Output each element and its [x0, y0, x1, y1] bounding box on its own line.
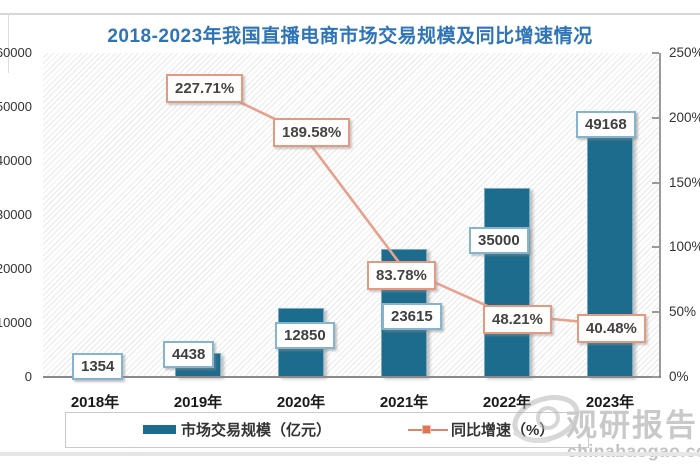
bottom-divider	[0, 452, 700, 456]
y-right-tick-label: 0%	[669, 369, 689, 384]
legend-bar-swatch	[143, 425, 176, 434]
right-tick	[652, 376, 659, 378]
y-left-tick-label: 0	[24, 369, 32, 384]
value-label-2023: 49168	[576, 111, 636, 138]
growth-label-2021: 83.78%	[367, 261, 436, 290]
right-axis-line	[659, 53, 661, 378]
value-label-2020: 12850	[275, 322, 335, 349]
growth-label-2019: 227.71%	[166, 74, 244, 103]
bar-2022	[483, 188, 530, 377]
chart-title: 2018-2023年我国直播电商市场交易规模及同比增速情况	[107, 26, 593, 47]
y-left-tick-label: 20000	[0, 261, 32, 276]
y-right-tick-label: 100%	[669, 239, 700, 254]
x-label-2019: 2019年	[173, 394, 223, 411]
value-label-2019: 4438	[163, 341, 215, 368]
value-label-2018: 1354	[72, 353, 124, 380]
x-label-2023: 2023年	[585, 394, 635, 411]
value-label-2021: 23615	[382, 303, 442, 330]
legend-bar-label: 市场交易规模（亿元）	[181, 422, 332, 439]
growth-line	[193, 77, 614, 330]
plot-area	[43, 53, 660, 377]
growth-label-2022: 48.21%	[483, 305, 552, 334]
y-left-tick-label: 60000	[0, 45, 32, 60]
y-left-tick-label: 10000	[0, 315, 32, 330]
top-divider	[0, 13, 700, 15]
watermark-eye-icon	[512, 395, 580, 443]
growth-label-2020: 189.58%	[273, 118, 351, 147]
x-label-2018: 2018年	[70, 394, 120, 411]
value-label-2022: 35000	[469, 227, 529, 254]
growth-label-2023: 40.48%	[577, 314, 646, 343]
right-tick	[652, 311, 659, 313]
x-label-2022: 2022年	[482, 394, 532, 411]
legend	[65, 412, 589, 448]
y-right-tick-label: 150%	[669, 175, 700, 190]
right-tick	[652, 182, 659, 184]
x-label-2021: 2021年	[379, 394, 429, 411]
y-left-tick-label: 30000	[0, 207, 32, 222]
y-left-tick-label: 40000	[0, 153, 32, 168]
y-right-tick-label: 250%	[669, 45, 700, 60]
watermark-brand: 观研报告网	[566, 408, 700, 443]
legend-line-label: 同比增速（%）	[451, 422, 555, 439]
x-label-2020: 2020年	[276, 394, 326, 411]
y-right-tick-label: 50%	[669, 304, 697, 319]
y-right-tick-label: 200%	[669, 110, 700, 125]
left-edge-divider	[8, 13, 9, 73]
legend-line-marker	[422, 425, 431, 434]
watermark-domain: chinabaogao.com	[567, 441, 700, 461]
y-left-tick-label: 50000	[0, 99, 32, 114]
right-tick	[652, 117, 659, 119]
right-tick	[652, 246, 659, 248]
right-tick	[652, 52, 659, 54]
x-axis-line	[43, 376, 661, 378]
